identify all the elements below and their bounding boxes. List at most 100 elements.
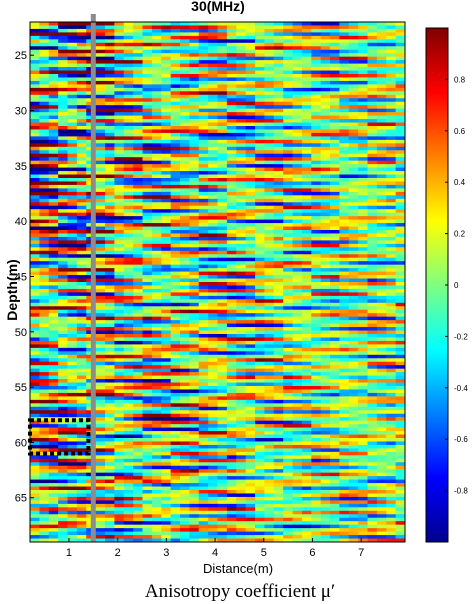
heatmap-cell xyxy=(58,42,69,47)
heatmap-cell xyxy=(217,119,228,124)
heatmap-cell xyxy=(264,146,275,151)
heatmap-cell xyxy=(311,112,322,117)
heatmap-cell xyxy=(386,288,397,293)
heatmap-cell xyxy=(273,403,284,408)
heatmap-cell xyxy=(245,358,256,363)
heatmap-cell xyxy=(292,247,303,252)
heatmap-cell xyxy=(208,434,219,439)
heatmap-cell xyxy=(161,413,172,418)
heatmap-cell xyxy=(264,392,275,397)
heatmap-cell xyxy=(161,184,172,189)
heatmap-cell xyxy=(320,143,331,148)
heatmap-cell xyxy=(198,375,209,380)
heatmap-cell xyxy=(105,126,115,131)
heatmap-cell xyxy=(95,94,106,99)
heatmap-cell xyxy=(320,139,331,144)
heatmap-cell xyxy=(67,132,78,137)
heatmap-cell xyxy=(114,87,125,92)
heatmap-cell xyxy=(301,84,312,89)
heatmap-cell xyxy=(133,424,144,429)
heatmap-cell xyxy=(330,171,340,176)
heatmap-cell xyxy=(170,295,181,300)
heatmap-cell xyxy=(123,316,134,321)
heatmap-cell xyxy=(301,101,312,106)
heatmap-cell xyxy=(30,403,40,408)
heatmap-cell xyxy=(180,77,190,82)
heatmap-cell xyxy=(142,171,153,176)
heatmap-cell xyxy=(320,386,331,391)
heatmap-cell xyxy=(348,278,359,283)
heatmap-cell xyxy=(264,184,275,189)
heatmap-cell xyxy=(264,212,275,217)
heatmap-cell xyxy=(226,132,237,137)
heatmap-cell xyxy=(39,233,50,238)
heatmap-cell xyxy=(264,389,275,394)
heatmap-cell xyxy=(58,386,69,391)
heatmap-cell xyxy=(320,164,331,169)
heatmap-cell xyxy=(30,101,40,106)
heatmap-cell xyxy=(208,112,219,117)
heatmap-cell xyxy=(320,278,331,283)
heatmap-cell xyxy=(226,226,237,231)
heatmap-cell xyxy=(76,157,87,162)
heatmap-cell xyxy=(264,243,275,248)
heatmap-cell xyxy=(330,164,340,169)
heatmap-cell xyxy=(58,39,69,44)
heatmap-cell xyxy=(170,115,181,120)
heatmap-cell xyxy=(217,413,228,418)
heatmap-cell xyxy=(95,334,106,339)
heatmap-cell xyxy=(114,223,125,228)
heatmap-cell xyxy=(170,382,181,387)
heatmap-cell xyxy=(348,243,359,248)
heatmap-cell xyxy=(208,67,219,72)
heatmap-cell xyxy=(376,157,387,162)
heatmap-cell xyxy=(95,451,106,456)
heatmap-cell xyxy=(245,268,256,273)
heatmap-cell xyxy=(133,132,144,137)
heatmap-cell xyxy=(48,347,59,352)
heatmap-cell xyxy=(376,56,387,61)
heatmap-cell xyxy=(348,451,359,456)
heatmap-cell xyxy=(105,320,115,325)
heatmap-cell xyxy=(255,320,265,325)
heatmap-cell xyxy=(208,160,219,165)
heatmap-cell xyxy=(376,223,387,228)
heatmap-cell xyxy=(348,56,359,61)
heatmap-cell xyxy=(264,35,275,40)
heatmap-cell xyxy=(376,42,387,47)
heatmap-cell xyxy=(67,347,78,352)
heatmap-cell xyxy=(105,174,115,179)
heatmap-cell xyxy=(67,386,78,391)
heatmap-cell xyxy=(255,202,265,207)
heatmap-cell xyxy=(180,105,190,110)
heatmap-cell xyxy=(376,236,387,241)
heatmap-cell xyxy=(67,240,78,245)
heatmap-cell xyxy=(151,80,162,85)
heatmap-cell xyxy=(245,184,256,189)
heatmap-cell xyxy=(217,32,228,37)
heatmap-cell xyxy=(245,292,256,297)
heatmap-cell xyxy=(58,139,69,144)
heatmap-cell xyxy=(48,195,59,200)
heatmap-cell xyxy=(311,444,322,449)
heatmap-cell xyxy=(208,413,219,418)
heatmap-cell xyxy=(30,285,40,290)
heatmap-cell xyxy=(151,28,162,33)
heatmap-cell xyxy=(395,119,405,124)
heatmap-cell xyxy=(358,119,369,124)
heatmap-cell xyxy=(226,410,237,415)
heatmap-cell xyxy=(180,115,190,120)
heatmap-cell xyxy=(395,205,405,210)
heatmap-cell xyxy=(30,413,40,418)
heatmap-cell xyxy=(367,39,378,44)
heatmap-cell xyxy=(95,361,106,366)
heatmap-cell xyxy=(114,219,125,224)
heatmap-cell xyxy=(226,382,237,387)
heatmap-cell xyxy=(386,323,397,328)
heatmap-cell xyxy=(208,42,219,47)
heatmap-cell xyxy=(142,198,153,203)
heatmap-cell xyxy=(180,84,190,89)
heatmap-cell xyxy=(330,146,340,151)
heatmap-cell xyxy=(189,60,200,65)
heatmap-cell xyxy=(161,150,172,155)
